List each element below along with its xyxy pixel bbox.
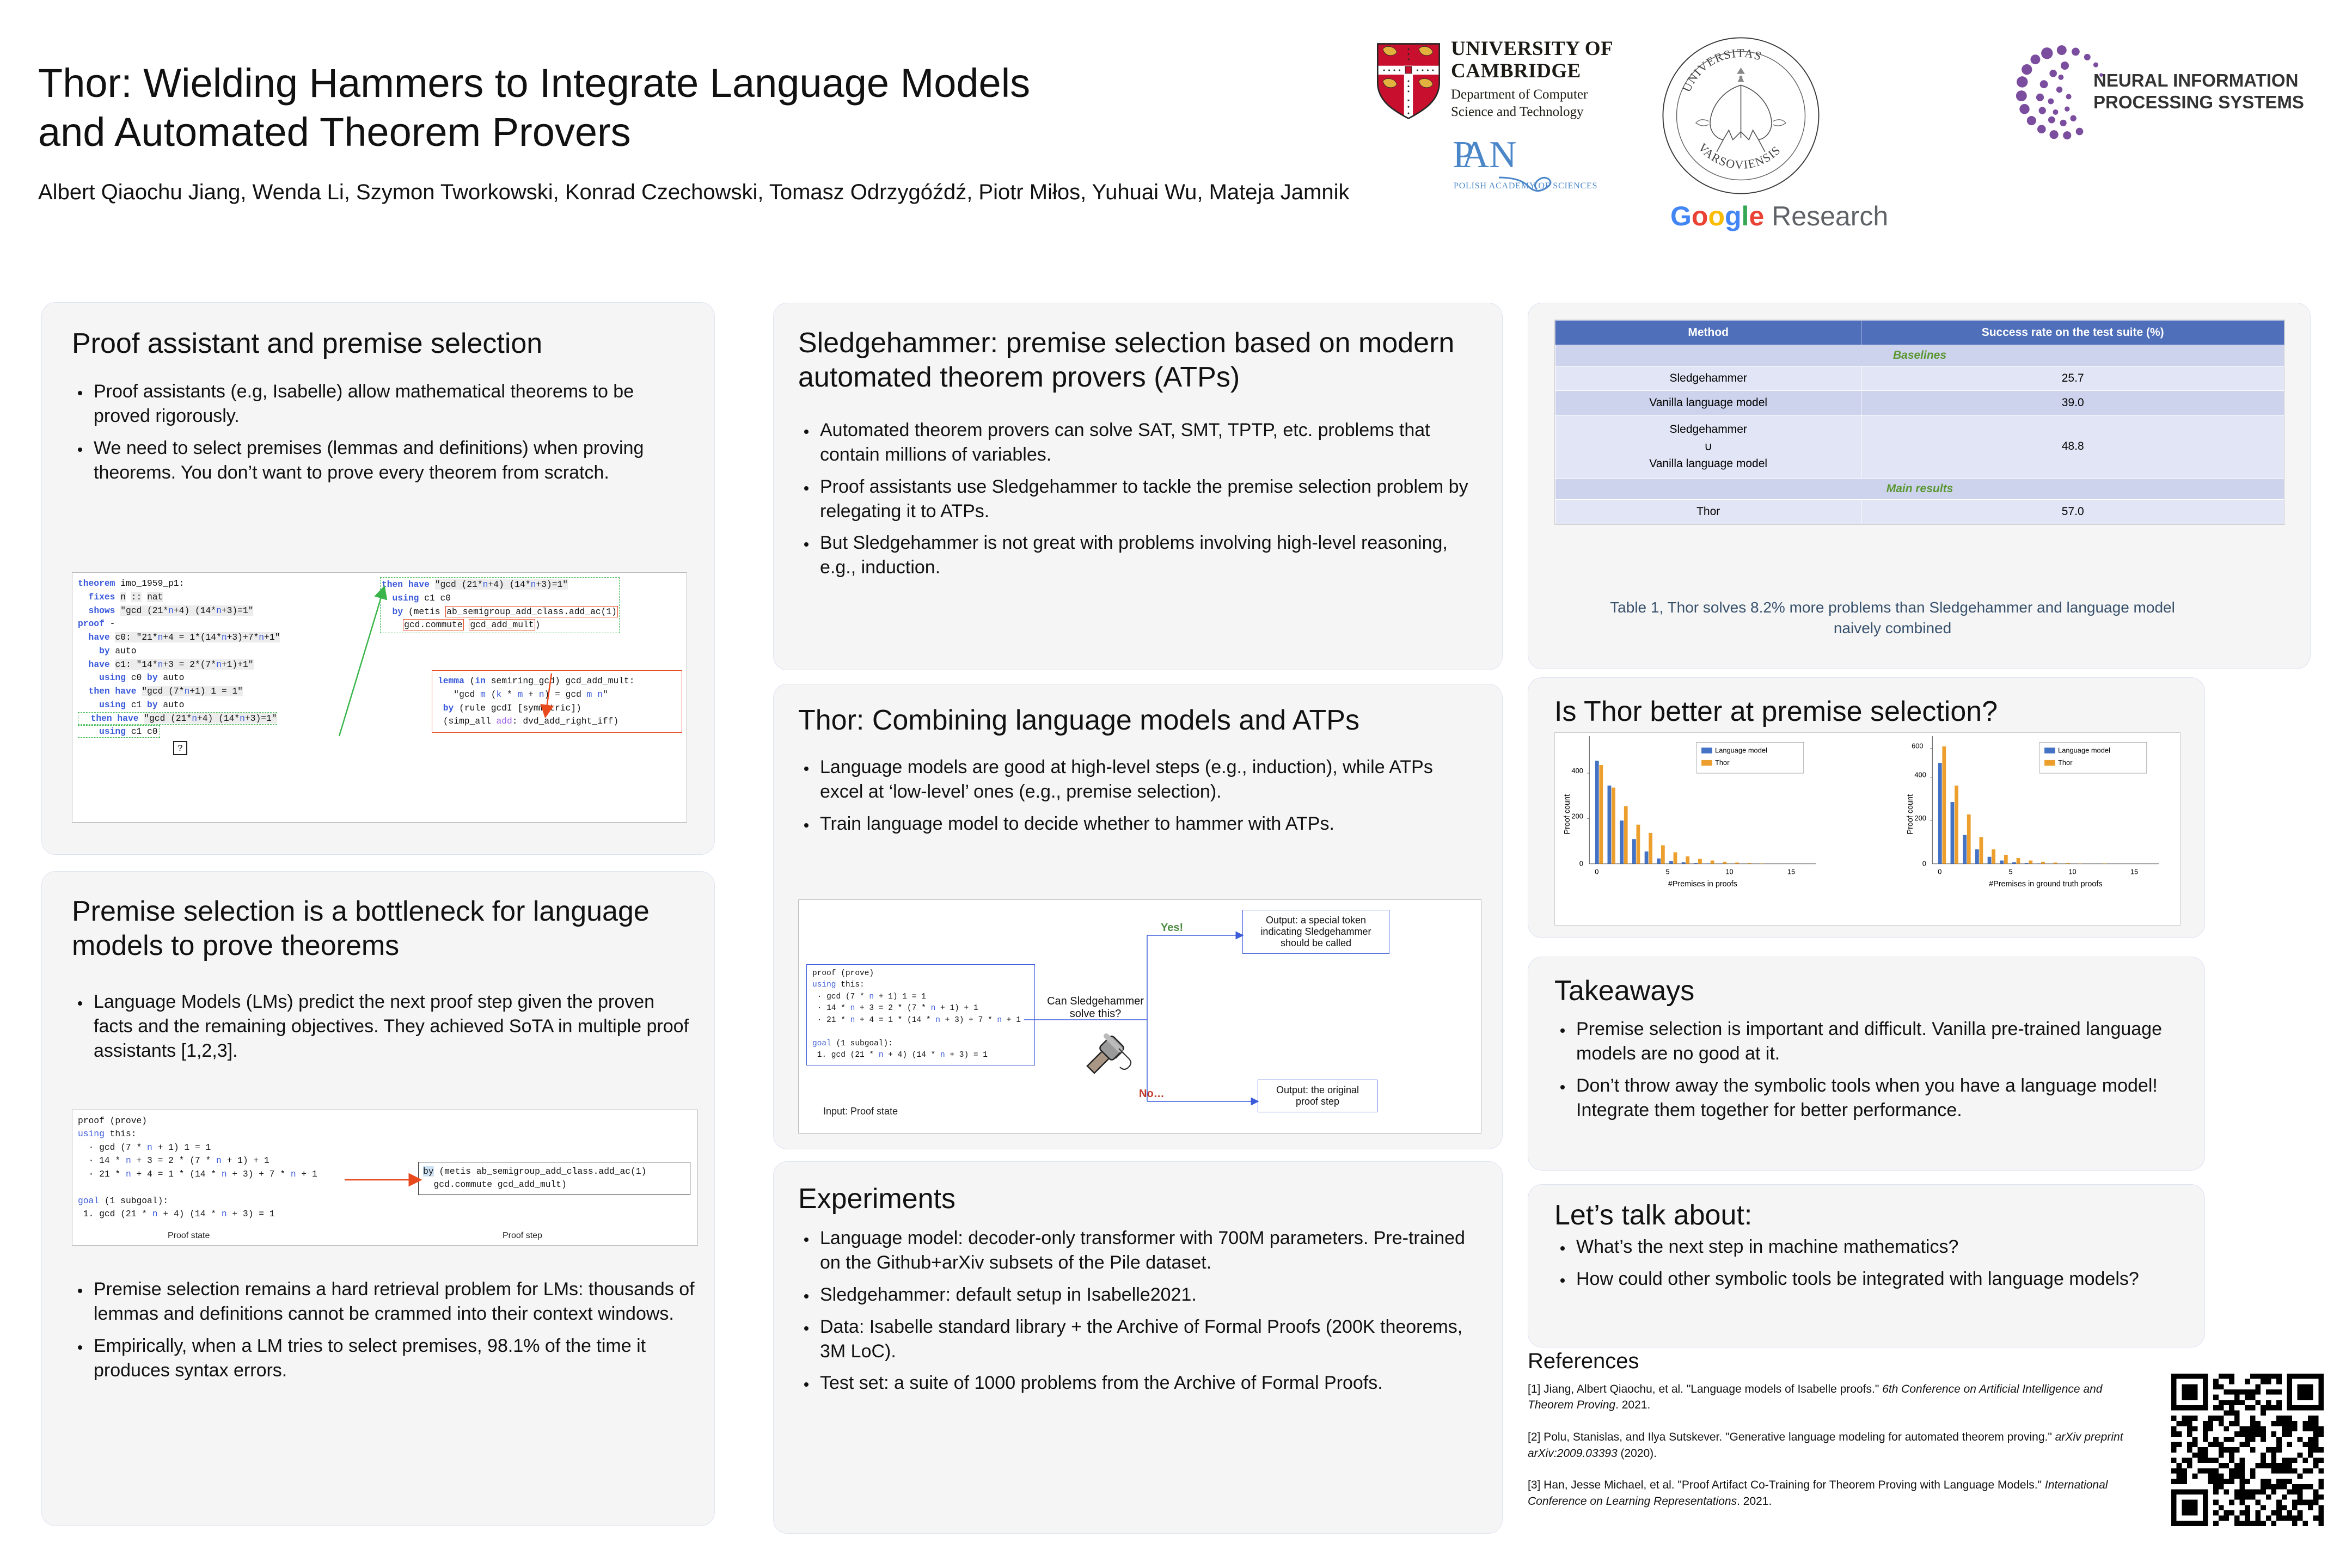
svg-text:400: 400 bbox=[1571, 767, 1583, 775]
svg-text:#Premises in ground truth proo: #Premises in ground truth proofs bbox=[1989, 880, 2102, 889]
svg-text:#Premises in proofs: #Premises in proofs bbox=[1668, 880, 1737, 889]
svg-text:10: 10 bbox=[1725, 868, 1733, 876]
svg-text:Language model: Language model bbox=[1715, 746, 1767, 754]
svg-text:15: 15 bbox=[2130, 868, 2138, 876]
svg-text:Thor: Thor bbox=[2058, 758, 2073, 767]
svg-text:400: 400 bbox=[1914, 771, 1926, 779]
svg-text:0: 0 bbox=[1938, 868, 1941, 876]
svg-text:0: 0 bbox=[1595, 868, 1598, 876]
svg-text:Language model: Language model bbox=[2058, 746, 2110, 754]
svg-text:10: 10 bbox=[2068, 868, 2076, 876]
svg-text:5: 5 bbox=[1665, 868, 1669, 876]
svg-text:Proof count: Proof count bbox=[1906, 794, 1915, 834]
svg-text:5: 5 bbox=[2008, 868, 2012, 876]
svg-text:200: 200 bbox=[1571, 812, 1583, 820]
svg-text:15: 15 bbox=[1787, 868, 1795, 876]
svg-text:Proof count: Proof count bbox=[1563, 794, 1572, 834]
svg-text:200: 200 bbox=[1914, 814, 1926, 822]
svg-text:Thor: Thor bbox=[1715, 758, 1730, 767]
svg-text:0: 0 bbox=[1579, 859, 1583, 867]
svg-text:600: 600 bbox=[1912, 742, 1923, 750]
svg-text:0: 0 bbox=[1922, 859, 1926, 867]
